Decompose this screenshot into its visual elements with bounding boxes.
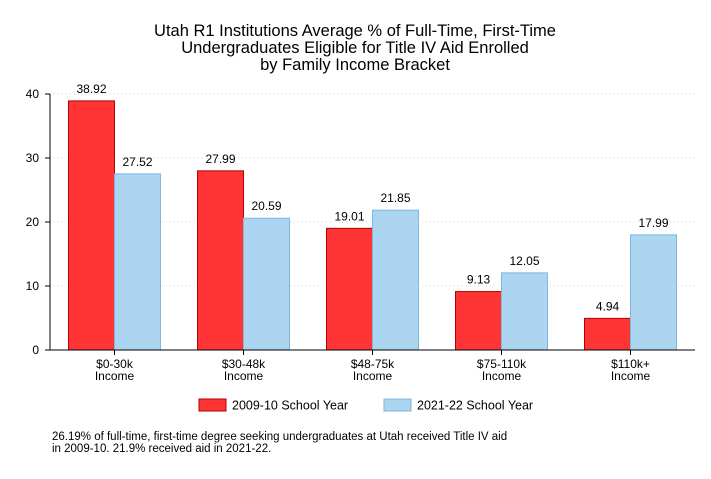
legend-swatch: [383, 398, 412, 412]
bar-series-1: [197, 170, 244, 351]
data-label: 9.13: [467, 273, 491, 287]
x-tick-label: Income: [353, 369, 393, 383]
bar-series-1: [68, 100, 115, 351]
data-label: 4.94: [596, 299, 620, 313]
y-tick-label: 20: [26, 215, 40, 229]
footnote: 26.19% of full-time, first-time degree s…: [52, 431, 507, 455]
y-tick-label: 30: [26, 151, 40, 165]
x-tick-label: Income: [482, 369, 522, 383]
bar-series-2: [372, 209, 419, 351]
data-label: 20.59: [251, 199, 281, 213]
footnote-line: in 2009-10. 21.9% received aid in 2021-2…: [52, 443, 271, 455]
y-tick-label: 10: [26, 279, 40, 293]
x-axis: $0-30kIncome$30-48kIncome$48-75kIncome$7…: [50, 349, 695, 383]
bar-series-2: [501, 272, 548, 351]
x-tick-label: $110k+: [611, 357, 650, 371]
bar-series-2: [630, 234, 677, 351]
bar-series-2: [114, 173, 161, 351]
data-label: 27.52: [122, 155, 152, 169]
chart-title: Utah R1 Institutions Average % of Full-T…: [154, 22, 556, 74]
data-label: 17.99: [638, 216, 668, 230]
x-tick-label: Income: [95, 369, 135, 383]
x-tick-label: Income: [224, 369, 264, 383]
bar-series-1: [326, 227, 373, 351]
bar-series-1: [455, 291, 502, 351]
legend-swatch: [198, 398, 227, 412]
data-label: 27.99: [205, 152, 235, 166]
legend-label: 2021-22 School Year: [417, 399, 533, 413]
data-label: 38.92: [76, 82, 106, 96]
data-label: 12.05: [509, 254, 539, 268]
data-label: 21.85: [380, 191, 410, 205]
legend: 2009-10 School Year 2021-22 School Year: [198, 398, 533, 413]
x-tick-label: $75-110k: [477, 357, 527, 371]
data-label: 19.01: [334, 209, 364, 223]
value-labels: 38.92 27.52 27.99 20.59 19.01 21.85 9.13 12.05 4…: [76, 82, 668, 313]
bar-series-2: [243, 217, 290, 351]
y-tick-label: 40: [26, 87, 40, 101]
footnote-line: 26.19% of full-time, first-time degree s…: [52, 431, 507, 443]
y-tick-label: 0: [32, 343, 39, 357]
x-tick-label: $48-75k: [351, 357, 395, 371]
chart-title-line: Undergraduates Eligible for Title IV Aid…: [181, 39, 529, 57]
y-axis: 0 10 20 30 40: [26, 87, 51, 357]
x-tick-label: $30-48k: [222, 357, 266, 371]
bars: [68, 100, 677, 351]
bar-series-1: [584, 317, 631, 351]
legend-label: 2009-10 School Year: [232, 399, 348, 413]
chart-title-line: by Family Income Bracket: [260, 56, 450, 74]
x-tick-label: $0-30k: [96, 357, 134, 371]
chart-title-line: Utah R1 Institutions Average % of Full-T…: [154, 22, 556, 40]
x-tick-label: Income: [611, 369, 651, 383]
